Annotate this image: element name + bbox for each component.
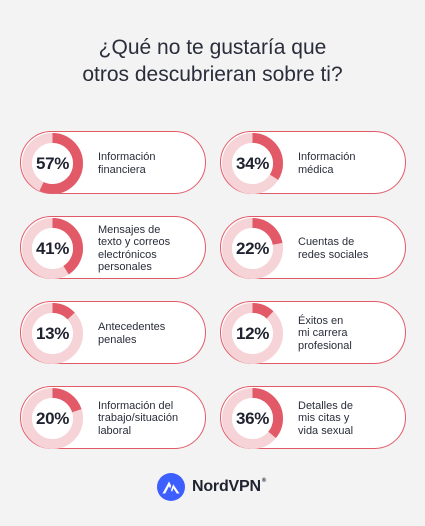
chart-title: ¿Qué no te gustaría que otros descubrier… bbox=[0, 34, 425, 88]
category-label: Información médica bbox=[298, 151, 356, 176]
stat-card: 13% Antecedentes penales bbox=[20, 301, 206, 364]
donut-hole bbox=[32, 313, 73, 354]
brand-logo: NordVPN® bbox=[157, 473, 266, 501]
donut-svg bbox=[22, 388, 83, 449]
donut-segment bbox=[222, 303, 283, 364]
donut-hole bbox=[32, 143, 73, 184]
stat-card: 22% Cuentas de redes sociales bbox=[220, 216, 406, 279]
donut-segment bbox=[22, 133, 83, 194]
donut-segment bbox=[222, 218, 283, 279]
nordvpn-mountain-icon bbox=[157, 473, 185, 501]
stat-card: 12% Éxitos en mi carrera profesional bbox=[220, 301, 406, 364]
title-line-2: otros descubrieran sobre ti? bbox=[82, 63, 343, 86]
category-label: Cuentas de redes sociales bbox=[298, 236, 369, 261]
donut-segment bbox=[222, 133, 283, 194]
donut-hole bbox=[232, 313, 273, 354]
title-line-1: ¿Qué no te gustaría que bbox=[98, 36, 327, 59]
donut-svg bbox=[22, 303, 83, 364]
donut-chart: 36% bbox=[221, 387, 284, 450]
donut-chart: 41% bbox=[21, 217, 84, 280]
category-label: Antecedentes penales bbox=[98, 321, 166, 346]
donut-svg bbox=[222, 303, 283, 364]
donut-hole bbox=[232, 398, 273, 439]
percent-label: 22% bbox=[235, 238, 270, 258]
category-label: Detalles de mis citas y vida sexual bbox=[298, 399, 354, 437]
stat-card: 41% Mensajes de texto y correos electróni… bbox=[20, 216, 206, 279]
stat-card: 57% Información financiera bbox=[20, 131, 206, 194]
percent-label: 20% bbox=[35, 408, 70, 428]
donut-svg bbox=[222, 133, 283, 194]
percent-label: 57% bbox=[35, 153, 70, 173]
donut-segment bbox=[22, 388, 83, 449]
donut-svg bbox=[222, 218, 283, 279]
stat-card: 34% Información médica bbox=[220, 131, 406, 194]
donut-segment bbox=[22, 303, 83, 364]
donut-chart: 34% bbox=[221, 132, 284, 195]
donut-svg bbox=[22, 218, 83, 279]
donut-segment bbox=[222, 388, 283, 449]
donut-hole bbox=[232, 228, 273, 269]
donut-hole bbox=[32, 398, 73, 439]
donut-segment bbox=[22, 218, 83, 279]
donut-chart: 22% bbox=[221, 217, 284, 280]
stat-card: 20% Información del trabajo/situación lab… bbox=[20, 386, 206, 449]
percent-label: 13% bbox=[35, 323, 70, 343]
donut-chart: 12% bbox=[221, 302, 284, 365]
stat-card: 36% Detalles de mis citas y vida sexual bbox=[220, 386, 406, 449]
category-label: Información del trabajo/situación labora… bbox=[98, 399, 179, 437]
percent-label: 34% bbox=[235, 153, 270, 173]
donut-hole bbox=[232, 143, 273, 184]
donut-chart: 57% bbox=[21, 132, 84, 195]
category-label: Éxitos en mi carrera profesional bbox=[298, 314, 352, 352]
donut-chart: 20% bbox=[21, 387, 84, 450]
category-label: Información financiera bbox=[98, 151, 156, 176]
percent-label: 36% bbox=[235, 408, 270, 428]
percent-label: 41% bbox=[35, 238, 70, 258]
category-label: Mensajes de texto y correos electrónicos… bbox=[98, 223, 171, 274]
brand-name: NordVPN® bbox=[192, 478, 267, 495]
donut-svg bbox=[222, 388, 283, 449]
percent-label: 12% bbox=[235, 323, 270, 343]
donut-hole bbox=[32, 228, 73, 269]
donut-chart: 13% bbox=[21, 302, 84, 365]
donut-svg bbox=[22, 133, 83, 194]
